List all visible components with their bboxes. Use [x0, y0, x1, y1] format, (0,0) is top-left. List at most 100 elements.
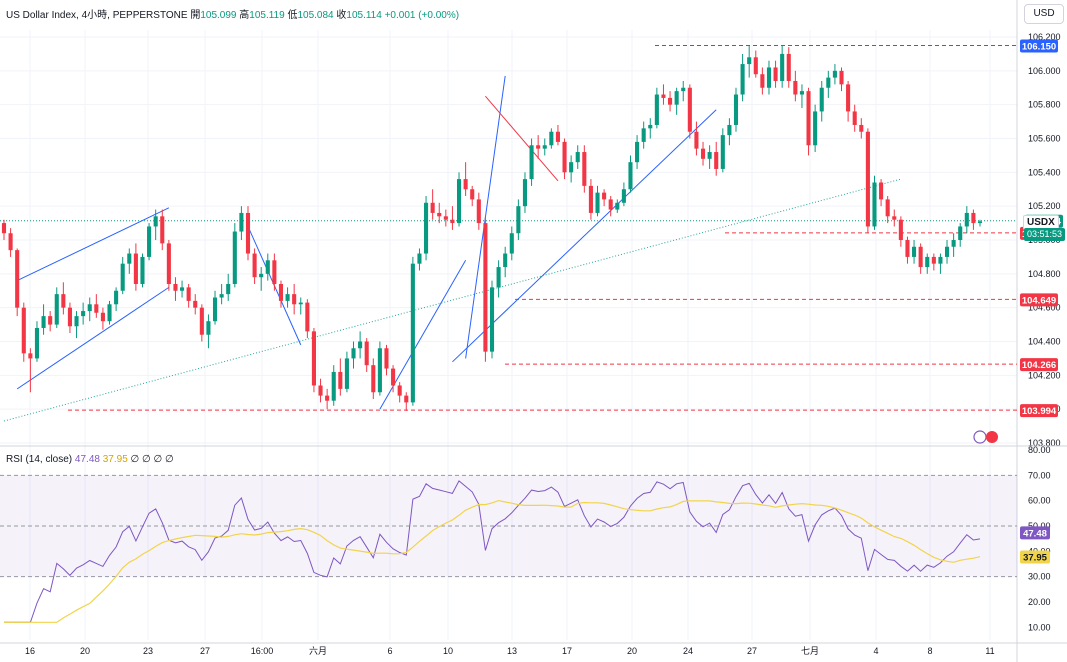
candle-body [648, 124, 653, 129]
candle-body [470, 189, 475, 200]
candle-body [265, 260, 270, 274]
trendline [3, 178, 901, 422]
candle-body [87, 304, 92, 312]
candle-body [193, 300, 198, 308]
candle-body [391, 368, 396, 386]
candle-body [654, 94, 659, 125]
price-tick-label: 105.800 [1028, 100, 1061, 110]
candle-body [780, 53, 785, 81]
time-tick-label: 七月 [801, 646, 819, 656]
rsi-tick-label: 60.00 [1028, 496, 1051, 506]
candle-body [562, 141, 567, 173]
candle-body [232, 231, 237, 284]
chart-title: US Dollar Index, 4小時, PEPPERSTONE [6, 10, 188, 21]
time-tick-label: 20 [627, 646, 637, 656]
candle-body [766, 67, 772, 88]
candle-body [48, 316, 53, 325]
price-tick-label: 106.000 [1028, 66, 1061, 76]
candle-body [977, 221, 983, 224]
candle-body [760, 74, 765, 88]
price-tick-label: 104.400 [1028, 337, 1061, 347]
candle-body [681, 87, 686, 92]
candle-body [160, 216, 165, 244]
candle-body [41, 316, 46, 328]
candle-body [733, 94, 739, 125]
candle-body [958, 226, 963, 240]
candle-body [61, 294, 66, 308]
price-tick-label: 106.200 [1028, 32, 1061, 42]
rsi-line [4, 480, 981, 623]
candle-body [404, 395, 409, 403]
rsi-tick-label: 10.00 [1028, 622, 1051, 632]
chart-header: US Dollar Index, 4小時, PEPPERSTONE 開 105.0… [6, 6, 459, 21]
candle-body [700, 148, 706, 159]
high-label: 高 [239, 10, 250, 21]
candle-body [964, 212, 969, 227]
currency-button[interactable]: USD [1024, 4, 1064, 24]
candle-body [602, 192, 607, 200]
candle-body [338, 371, 343, 389]
trendline [16, 207, 170, 282]
rsi-label: RSI (14, close) [6, 454, 73, 465]
candle-body [81, 311, 86, 317]
candle-body [114, 290, 119, 305]
candle-body [489, 287, 495, 352]
price-tick-label: 105.400 [1028, 167, 1061, 177]
price-level-tag [1020, 404, 1058, 418]
candle-body [536, 145, 541, 149]
candle-body [496, 267, 501, 288]
candle-body [753, 57, 758, 75]
time-tick-label: 4 [873, 646, 878, 656]
low-value: 105.084 [297, 10, 334, 21]
candle-body [813, 111, 818, 146]
candle-body [344, 358, 349, 389]
candle-body [450, 219, 455, 224]
candle-body [417, 253, 422, 264]
candle-body [912, 246, 917, 257]
candle-body [971, 212, 976, 224]
price-tick-label: 103.800 [1028, 438, 1061, 448]
candle-body [305, 302, 310, 332]
candle-body [892, 216, 897, 220]
candle-body [325, 395, 330, 401]
candle-body [127, 253, 132, 264]
candle-body [714, 152, 719, 169]
rsi-value-tag [1020, 526, 1050, 540]
rsi-tick-label: 80.00 [1028, 445, 1051, 455]
candle-body [331, 371, 336, 401]
change-value: +0.001 (+0.00%) [384, 10, 460, 21]
rsi-tick-label: 50.00 [1028, 521, 1051, 531]
time-tick-label: 10 [443, 646, 453, 656]
candle-body [1, 223, 7, 234]
rsi-value-tag [1020, 550, 1050, 564]
candle-body [918, 246, 923, 268]
rsi-value: 47.48 [74, 454, 100, 465]
candle-body [879, 182, 884, 200]
candle-body [186, 287, 191, 301]
flag-icon [986, 431, 998, 443]
candle-body [252, 253, 257, 278]
rsi-extra: ∅ ∅ ∅ ∅ [130, 454, 174, 465]
candle-body [430, 202, 435, 213]
candle-body [931, 256, 936, 264]
open-label: 開 [190, 10, 201, 21]
time-tick-label: 20 [80, 646, 90, 656]
candle-body [806, 91, 811, 146]
candle-body [852, 111, 857, 125]
candle-body [509, 233, 514, 254]
time-tick-label: 11 [985, 646, 994, 656]
candle-body [582, 152, 587, 186]
candle-body [100, 312, 105, 322]
candle-body [298, 302, 303, 305]
candle-body [707, 152, 712, 159]
candle-body [358, 341, 363, 349]
candle-body [483, 223, 488, 352]
candle-body [278, 283, 284, 301]
candle-body [15, 250, 20, 308]
candle-body [67, 307, 72, 327]
candle-body [641, 128, 646, 142]
price-tick-label: 105.200 [1028, 201, 1061, 211]
candle-body [147, 226, 152, 257]
candle-body [351, 348, 356, 359]
